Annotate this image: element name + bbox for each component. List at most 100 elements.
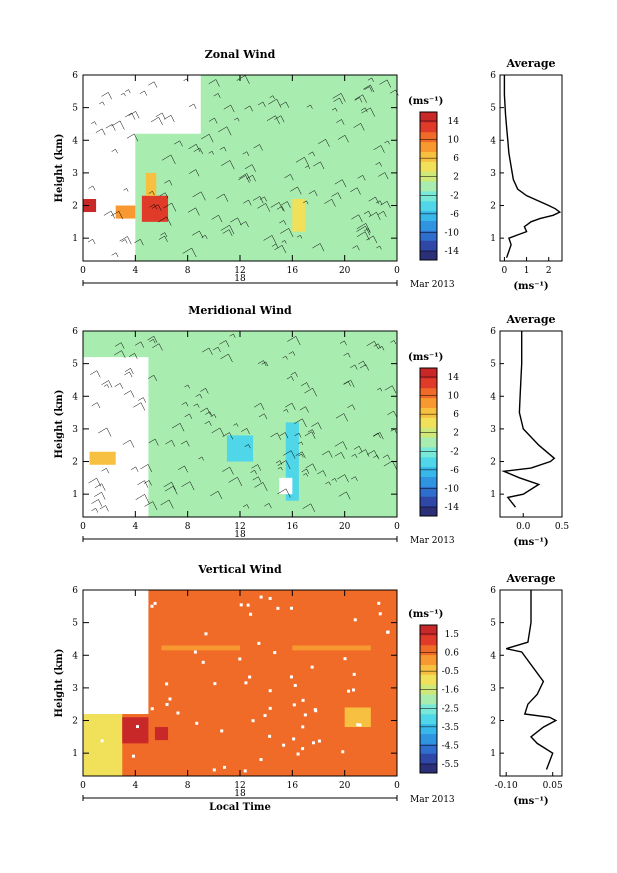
- contour-line: [376, 245, 382, 250]
- average-title: Average: [505, 572, 555, 585]
- heatmap-gap: [353, 618, 357, 622]
- contour-line: [99, 101, 105, 106]
- heatmap-gap: [238, 657, 242, 661]
- colorbar-tick-label: 14: [448, 373, 460, 383]
- contour-line: [378, 172, 389, 180]
- heatmap-cell: [161, 645, 240, 651]
- avg-y-tick-label: 5: [490, 360, 496, 370]
- avg-y-tick-label: 3: [490, 425, 496, 435]
- colorbar-swatch: [420, 743, 437, 754]
- panel-title: Zonal Wind: [205, 48, 276, 61]
- contour-line: [347, 404, 356, 410]
- avg-x-tick-label: 2: [546, 266, 552, 276]
- y-tick-label: 1: [72, 234, 78, 244]
- colorbar-swatch: [420, 121, 437, 133]
- x-tick-label: 0: [394, 522, 400, 532]
- contour-line: [277, 460, 291, 470]
- heatmap-gap: [386, 630, 390, 634]
- avg-y-tick-label: 1: [490, 234, 496, 244]
- x-tick-label: 20: [339, 266, 351, 276]
- y-tick-label: 5: [72, 360, 78, 370]
- heatmap-gap: [212, 768, 216, 772]
- panel-title: Meridional Wind: [188, 304, 292, 317]
- avg-x-tick-label: 0: [502, 266, 508, 276]
- colorbar-swatch: [420, 674, 437, 685]
- avg-y-tick-label: 3: [490, 169, 496, 179]
- contour-line: [276, 205, 285, 212]
- contour-line: [200, 387, 209, 394]
- contour-line: [192, 191, 206, 201]
- heatmap-gap: [98, 668, 102, 672]
- contour-line: [208, 117, 218, 124]
- contour-line: [363, 210, 372, 216]
- contour-line: [229, 333, 236, 338]
- contour-line: [304, 165, 311, 170]
- contour-line: [294, 418, 307, 428]
- contour-line: [366, 450, 379, 458]
- contour-line: [368, 196, 380, 205]
- contour-line: [184, 384, 190, 389]
- contour-line: [114, 350, 126, 359]
- average-title: Average: [505, 57, 555, 70]
- contour-line: [308, 190, 318, 197]
- contour-line: [188, 143, 201, 153]
- colorbar-swatch: [420, 427, 437, 438]
- contour-line: [148, 374, 157, 381]
- colorbar-swatch: [420, 210, 437, 222]
- contour-line: [195, 393, 203, 399]
- contour-line: [263, 235, 277, 245]
- colorbar-swatch: [420, 131, 437, 143]
- heatmap-gap: [113, 612, 117, 616]
- heatmap-gap: [301, 747, 305, 751]
- contour-line: [103, 210, 115, 219]
- colorbar-tick-label: 1.5: [445, 630, 460, 640]
- heatmap-gap: [220, 729, 224, 733]
- contour-line: [161, 154, 176, 165]
- contour-line: [164, 485, 178, 495]
- heatmap-gap: [311, 741, 315, 745]
- colorbar-tick-label: -4.5: [442, 741, 460, 751]
- contour-line: [157, 216, 172, 226]
- x-tick-label: 0: [80, 781, 86, 791]
- contour-line: [303, 200, 309, 205]
- colorbar-tick-label: 0.6: [445, 649, 460, 659]
- contour-line: [91, 499, 103, 507]
- contour-line: [380, 200, 391, 208]
- contour-line: [387, 410, 398, 418]
- contour-line: [91, 402, 101, 409]
- contour-line: [275, 460, 283, 465]
- contour-line: [361, 107, 376, 117]
- colorbar-tick-label: -3.5: [442, 723, 460, 733]
- contour-line: [324, 198, 336, 207]
- contour-line: [307, 429, 315, 435]
- contour-line: [119, 236, 132, 245]
- x-tick-label: 0: [394, 781, 400, 791]
- contour-line: [266, 115, 280, 125]
- contour-line: [158, 235, 168, 242]
- colorbar-swatch: [420, 151, 437, 162]
- contour-line: [218, 126, 232, 136]
- contour-line: [312, 243, 325, 252]
- contour-line: [201, 133, 214, 143]
- colorbar-swatch: [420, 496, 437, 507]
- heatmap-cell: [292, 199, 306, 232]
- contour-line: [200, 407, 211, 415]
- colorbar-unit: (ms⁻¹): [408, 352, 443, 363]
- heatmap-gap: [118, 602, 122, 606]
- contour-line: [258, 413, 268, 420]
- contour-line: [98, 427, 112, 437]
- colorbar-swatch: [420, 625, 437, 636]
- contour-line: [198, 456, 204, 461]
- date-label: 18: [234, 530, 246, 540]
- contour-line: [300, 382, 310, 389]
- heatmap-gap: [301, 698, 305, 702]
- heatmap-gap: [263, 714, 267, 718]
- contour-line: [181, 401, 189, 407]
- contour-line: [111, 120, 125, 130]
- contour-line: [338, 491, 351, 500]
- contour-line: [184, 413, 193, 419]
- contour-line: [182, 247, 197, 258]
- contour-line: [280, 101, 290, 108]
- contour-line: [295, 451, 306, 459]
- y-tick-label: 2: [72, 458, 78, 468]
